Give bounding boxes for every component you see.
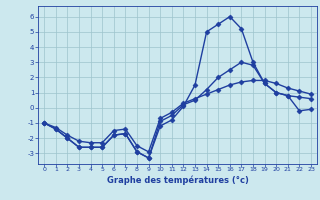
X-axis label: Graphe des températures (°c): Graphe des températures (°c) [107, 175, 249, 185]
